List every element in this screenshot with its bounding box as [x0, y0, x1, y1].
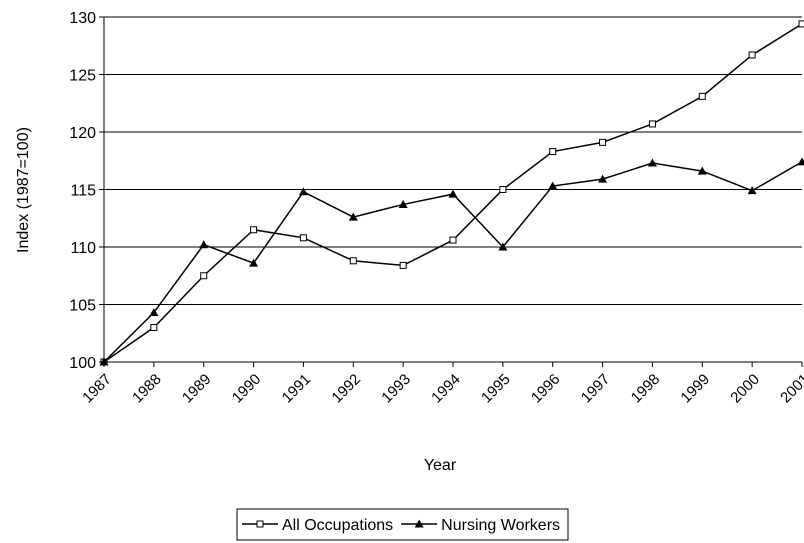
x-tick-label: 1990: [229, 371, 265, 407]
marker: [399, 261, 407, 269]
y-tick-label: 125: [69, 68, 96, 85]
legend-marker: [256, 520, 264, 528]
marker: [199, 240, 209, 249]
marker: [797, 157, 804, 166]
marker: [798, 20, 804, 28]
x-tick-label: 1997: [578, 371, 614, 407]
x-tick-label: 1994: [428, 371, 464, 407]
legend-label: Nursing Workers: [441, 517, 560, 534]
marker: [498, 242, 508, 251]
y-axis-label: Index (1987=100): [15, 127, 32, 253]
y-tick-label: 115: [70, 183, 96, 200]
marker: [747, 186, 757, 195]
legend-marker: [414, 519, 424, 528]
x-tick-label: 2001: [777, 371, 804, 407]
marker: [298, 187, 308, 196]
marker: [647, 158, 657, 167]
marker: [200, 272, 208, 280]
x-tick-label: 1991: [279, 371, 315, 407]
marker: [598, 174, 608, 183]
marker: [548, 181, 558, 190]
x-tick-label: 1989: [179, 371, 215, 407]
marker: [697, 166, 707, 175]
marker: [748, 51, 756, 59]
marker: [348, 212, 358, 221]
x-tick-label: 1988: [129, 371, 165, 407]
marker: [599, 138, 607, 146]
marker: [250, 226, 258, 234]
marker: [349, 257, 357, 265]
marker: [99, 357, 109, 366]
x-tick-label: 1987: [79, 371, 115, 407]
x-axis-label: Year: [424, 457, 457, 474]
marker: [398, 199, 408, 208]
marker: [149, 308, 159, 317]
x-tick-label: 1995: [478, 371, 514, 407]
marker: [448, 189, 458, 198]
marker: [648, 120, 656, 128]
marker: [499, 186, 507, 193]
y-tick-label: 100: [69, 355, 96, 372]
x-tick-label: 2000: [727, 371, 763, 407]
x-tick-label: 1999: [677, 371, 713, 407]
x-tick-label: 1998: [628, 371, 664, 407]
x-tick-label: 1996: [528, 371, 564, 407]
marker: [698, 92, 706, 100]
y-tick-label: 120: [69, 125, 96, 142]
legend-label: All Occupations: [282, 517, 393, 534]
marker: [449, 236, 457, 244]
marker: [249, 258, 259, 267]
y-tick-label: 110: [70, 240, 96, 257]
marker: [549, 148, 557, 156]
y-tick-label: 105: [69, 298, 96, 315]
x-tick-label: 1992: [328, 371, 364, 407]
marker: [150, 324, 158, 331]
marker: [299, 234, 307, 242]
x-tick-label: 1993: [378, 371, 414, 407]
y-tick-label: 130: [69, 10, 96, 27]
